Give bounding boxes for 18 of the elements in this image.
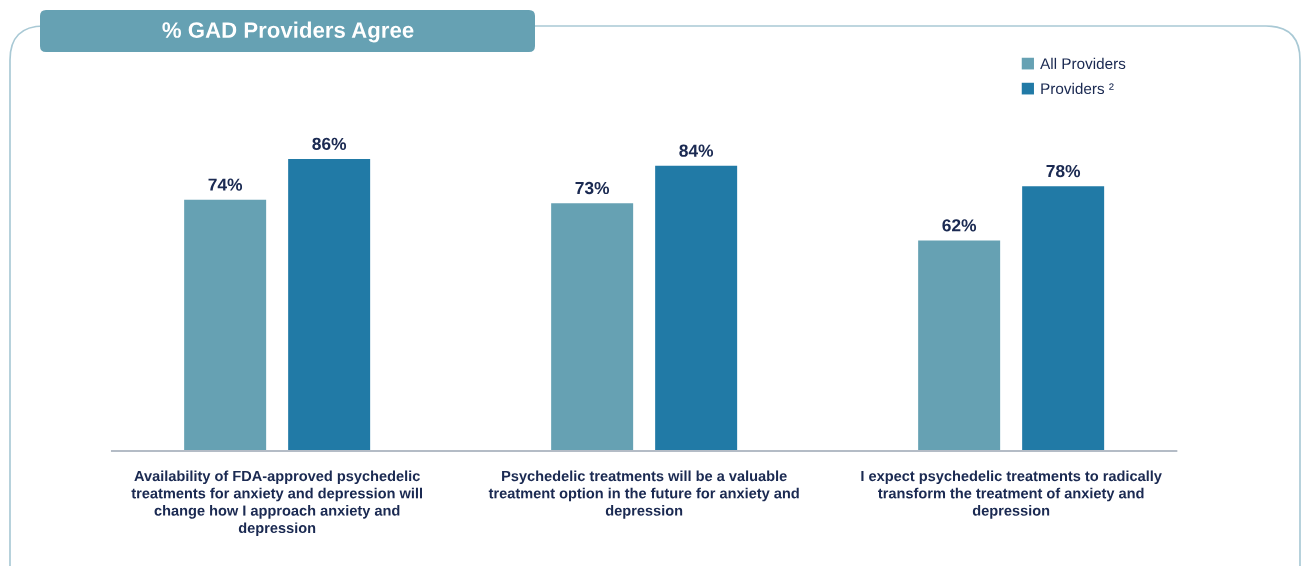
bar [288,159,371,451]
x-tick-label: Availability of FDA-approved psychedelic treatments for anxiety and depression will change how I approach anxiety and depression [131,470,422,536]
bar [184,199,267,451]
data-label: 73% [575,181,610,195]
data-label: 62% [942,219,977,232]
bar [918,240,1001,451]
legend-label: All Providers [1040,57,1126,70]
x-tick-label: I expect psychedelic treatments to radically transform the treatment of anxiety and depression [861,470,1162,519]
chart-title: % GAD Providers Agree [162,21,414,43]
bar [1022,186,1105,451]
data-label: 86% [312,137,347,151]
bar [551,203,634,451]
data-label: 84% [679,144,714,157]
bar [655,165,738,451]
legend-label: Providers ² [1041,82,1114,95]
data-label: 74% [208,178,243,191]
x-tick-label: Psychedelic treatments will be a valuable treatment option in the future for anxiety and depression [488,470,799,519]
data-label: 78% [1046,164,1081,178]
